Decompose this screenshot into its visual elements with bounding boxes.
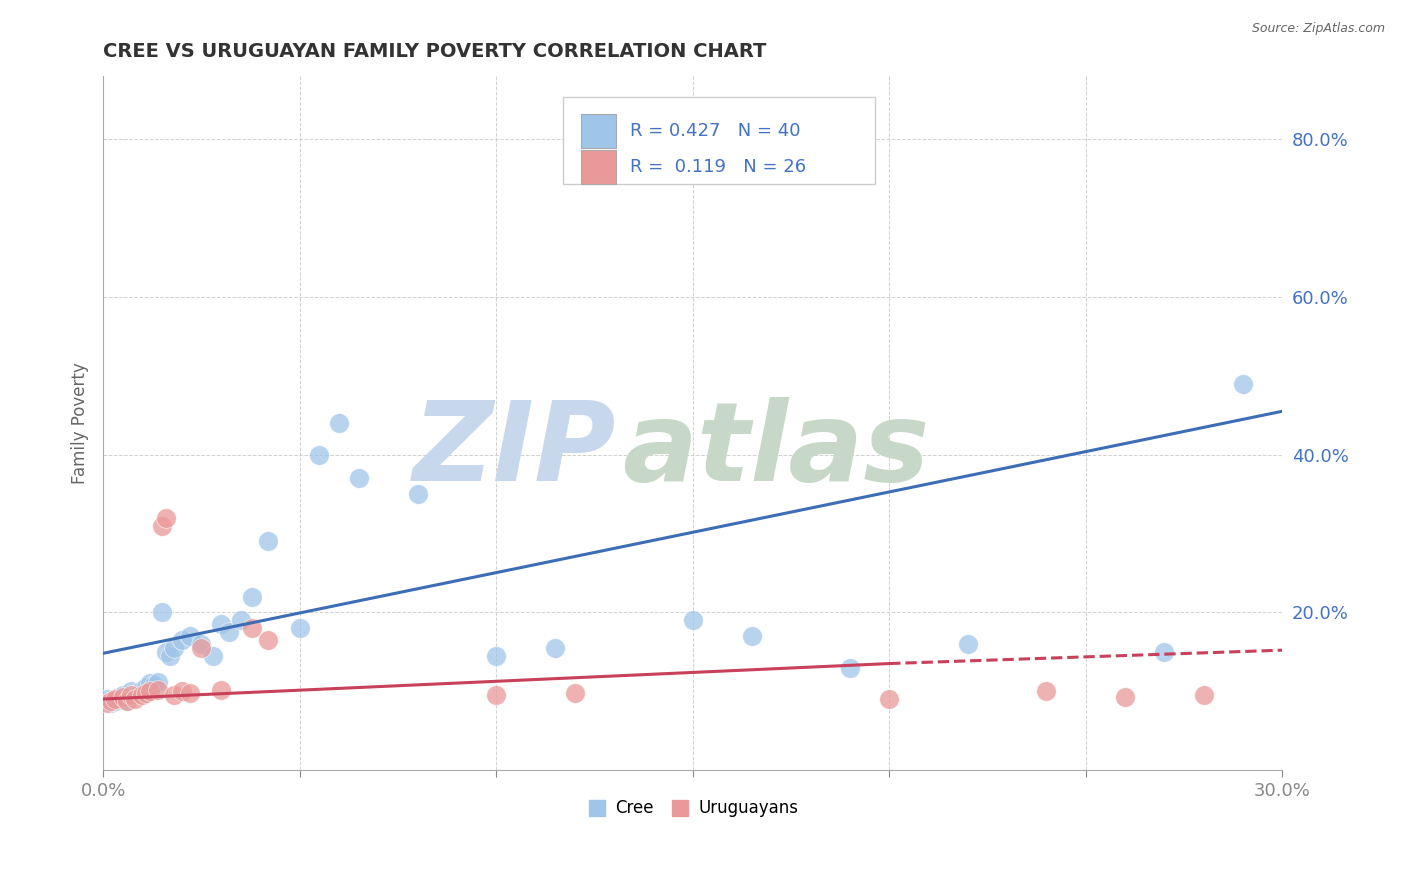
Point bbox=[288, 621, 311, 635]
Text: R = 0.427   N = 40: R = 0.427 N = 40 bbox=[630, 122, 800, 140]
Point bbox=[485, 688, 508, 702]
Point bbox=[1035, 684, 1057, 698]
Point bbox=[1232, 376, 1254, 391]
Point bbox=[124, 692, 146, 706]
Point bbox=[96, 692, 118, 706]
Point bbox=[179, 629, 201, 643]
Text: CREE VS URUGUAYAN FAMILY POVERTY CORRELATION CHART: CREE VS URUGUAYAN FAMILY POVERTY CORRELA… bbox=[103, 42, 766, 61]
Point bbox=[139, 684, 162, 698]
Point bbox=[682, 613, 704, 627]
Point bbox=[308, 448, 330, 462]
FancyBboxPatch shape bbox=[581, 114, 616, 148]
Point bbox=[111, 688, 134, 702]
FancyBboxPatch shape bbox=[581, 151, 616, 184]
Point bbox=[170, 632, 193, 647]
Point bbox=[150, 518, 173, 533]
Point bbox=[115, 693, 138, 707]
Point bbox=[155, 510, 177, 524]
Point bbox=[179, 686, 201, 700]
Point bbox=[128, 686, 150, 700]
Point bbox=[124, 688, 146, 702]
Point bbox=[115, 693, 138, 707]
Point bbox=[242, 621, 264, 635]
Text: atlas: atlas bbox=[621, 397, 929, 504]
Point bbox=[163, 640, 186, 655]
Point bbox=[135, 680, 157, 694]
Point bbox=[120, 684, 142, 698]
Point bbox=[155, 645, 177, 659]
Point bbox=[877, 692, 900, 706]
Point bbox=[150, 605, 173, 619]
Point bbox=[257, 534, 280, 549]
Text: R =  0.119   N = 26: R = 0.119 N = 26 bbox=[630, 158, 806, 176]
Point bbox=[135, 686, 157, 700]
Point bbox=[544, 640, 567, 655]
Point bbox=[229, 613, 252, 627]
Point bbox=[1114, 690, 1136, 705]
Point bbox=[131, 682, 153, 697]
Point bbox=[190, 637, 212, 651]
Point bbox=[100, 696, 122, 710]
Point bbox=[406, 487, 429, 501]
Point bbox=[347, 471, 370, 485]
Point bbox=[328, 416, 350, 430]
Point bbox=[100, 693, 122, 707]
Point bbox=[209, 682, 232, 697]
Point bbox=[139, 676, 162, 690]
FancyBboxPatch shape bbox=[562, 97, 876, 184]
Point bbox=[564, 686, 586, 700]
Text: ZIP: ZIP bbox=[412, 397, 616, 504]
Y-axis label: Family Poverty: Family Poverty bbox=[72, 362, 89, 484]
Point bbox=[146, 682, 169, 697]
Text: Source: ZipAtlas.com: Source: ZipAtlas.com bbox=[1251, 22, 1385, 36]
Point bbox=[159, 648, 181, 663]
Point bbox=[170, 684, 193, 698]
Point bbox=[104, 692, 127, 706]
Point bbox=[120, 688, 142, 702]
Point bbox=[143, 678, 166, 692]
Point bbox=[485, 648, 508, 663]
Point bbox=[1153, 645, 1175, 659]
Point bbox=[257, 632, 280, 647]
Point bbox=[218, 625, 240, 640]
Point bbox=[956, 637, 979, 651]
Point bbox=[146, 674, 169, 689]
Point bbox=[209, 617, 232, 632]
Point bbox=[1192, 688, 1215, 702]
Point bbox=[163, 688, 186, 702]
Point bbox=[104, 693, 127, 707]
Point bbox=[242, 590, 264, 604]
Point bbox=[96, 696, 118, 710]
Point bbox=[202, 648, 225, 663]
Legend: Cree, Uruguayans: Cree, Uruguayans bbox=[581, 793, 806, 824]
Point bbox=[131, 688, 153, 702]
Point bbox=[108, 690, 131, 705]
Point bbox=[741, 629, 763, 643]
Point bbox=[190, 640, 212, 655]
Point bbox=[838, 660, 860, 674]
Point bbox=[111, 690, 134, 705]
